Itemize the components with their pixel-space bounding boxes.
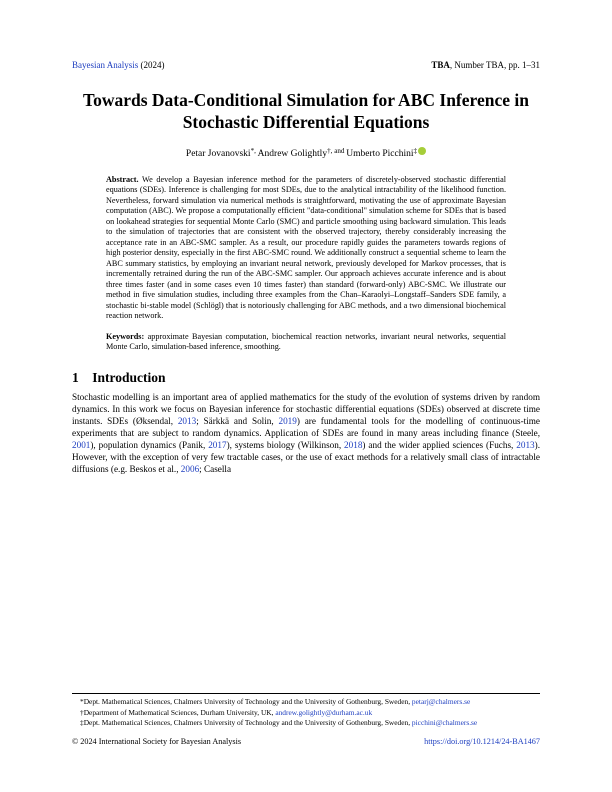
abstract: Abstract. We develop a Bayesian inferenc… <box>106 175 506 322</box>
journal-link[interactable]: Bayesian Analysis <box>72 60 138 70</box>
abstract-text: We develop a Bayesian inference method f… <box>106 175 506 321</box>
footnotes: *Dept. Mathematical Sciences, Chalmers U… <box>72 693 540 728</box>
cite-wilkinson[interactable]: 2018 <box>344 440 362 450</box>
keywords-text: approximate Bayesian computation, bioche… <box>106 332 506 352</box>
running-header: Bayesian Analysis (2024) TBA, Number TBA… <box>72 60 540 72</box>
keywords: Keywords: approximate Bayesian computati… <box>106 332 506 353</box>
email-3[interactable]: picchini@chalmers.se <box>412 718 477 727</box>
footnote-3: ‡Dept. Mathematical Sciences, Chalmers U… <box>72 718 540 727</box>
section-1-heading: 1 Introduction <box>72 369 540 387</box>
journal-name: Bayesian Analysis (2024) <box>72 60 165 72</box>
cite-steele[interactable]: 2001 <box>72 440 90 450</box>
author-1: Petar Jovanovski <box>186 149 251 159</box>
cite-sarkka[interactable]: 2019 <box>278 416 296 426</box>
orcid-icon[interactable] <box>418 147 426 155</box>
paper-title: Towards Data-Conditional Simulation for … <box>72 90 540 134</box>
author-line: Petar Jovanovski*, Andrew Golightly†, an… <box>72 147 540 160</box>
header-right: TBA, Number TBA, pp. 1–31 <box>431 60 540 72</box>
email-2[interactable]: andrew.golightly@durham.ac.uk <box>275 708 372 717</box>
cite-beskos[interactable]: 2006 <box>181 464 199 474</box>
keywords-label: Keywords: <box>106 332 144 341</box>
author-3: Umberto Picchini <box>346 149 413 159</box>
footnote-2: †Department of Mathematical Sciences, Du… <box>72 708 540 717</box>
footnote-1: *Dept. Mathematical Sciences, Chalmers U… <box>72 697 540 706</box>
cite-oksendal[interactable]: 2013 <box>178 416 196 426</box>
author-2: Andrew Golightly <box>258 149 327 159</box>
cite-panik[interactable]: 2017 <box>208 440 226 450</box>
cite-fuchs[interactable]: 2013 <box>516 440 534 450</box>
copyright-text: © 2024 International Society for Bayesia… <box>72 737 241 748</box>
copyright-line: © 2024 International Society for Bayesia… <box>72 737 540 748</box>
abstract-label: Abstract. <box>106 175 139 184</box>
email-1[interactable]: petarj@chalmers.se <box>412 697 470 706</box>
doi-link[interactable]: https://doi.org/10.1214/24-BA1467 <box>424 737 540 748</box>
intro-paragraph: Stochastic modelling is an important are… <box>72 392 540 476</box>
